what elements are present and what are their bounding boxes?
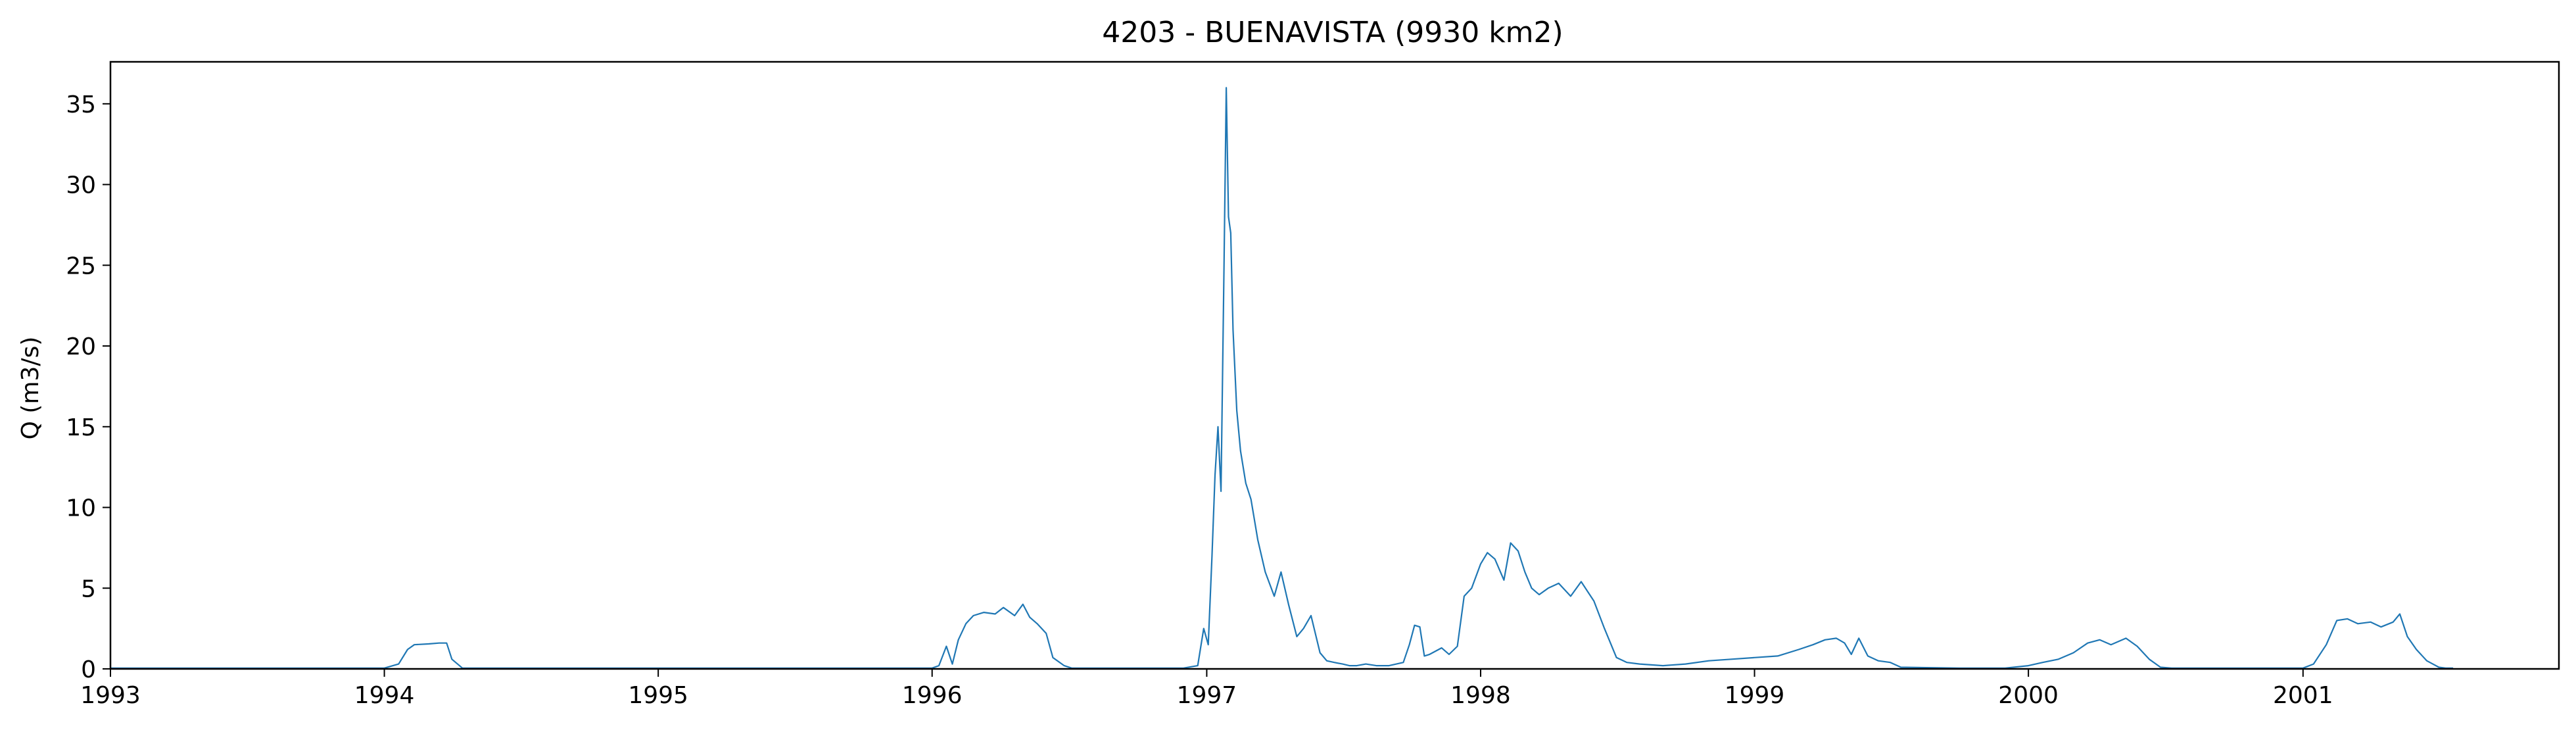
plot-frame [109, 61, 2560, 670]
y-axis: 0 5 10 15 20 25 30 35 [66, 91, 110, 683]
x-tick-label: 1996 [902, 682, 963, 709]
y-tick-label: 20 [66, 333, 96, 360]
x-tick-label: 1995 [628, 682, 688, 709]
x-tick-label: 1997 [1177, 682, 1237, 709]
x-axis: 1993 1994 1995 1996 1997 1998 1999 2000 2001 [80, 669, 2333, 709]
y-tick-label: 5 [81, 575, 96, 602]
y-tick-label: 15 [66, 414, 96, 441]
y-tick-label: 0 [81, 656, 96, 683]
y-tick-label: 35 [66, 91, 96, 118]
chart-title: 4203 - BUENAVISTA (9930 km2) [1102, 16, 1563, 49]
x-tick-label: 1994 [354, 682, 415, 709]
x-tick-label: 1999 [1725, 682, 1785, 709]
x-tick-label: 2001 [2273, 682, 2333, 709]
y-axis-label: Q (m3/s) [17, 337, 44, 440]
x-tick-label: 2000 [1998, 682, 2059, 709]
y-tick-label: 25 [66, 253, 96, 280]
x-tick-label: 1998 [1450, 682, 1511, 709]
y-tick-label: 30 [66, 172, 96, 199]
x-tick-label: 1993 [80, 682, 141, 709]
y-tick-label: 10 [66, 495, 96, 522]
discharge-series-line [110, 87, 2454, 669]
